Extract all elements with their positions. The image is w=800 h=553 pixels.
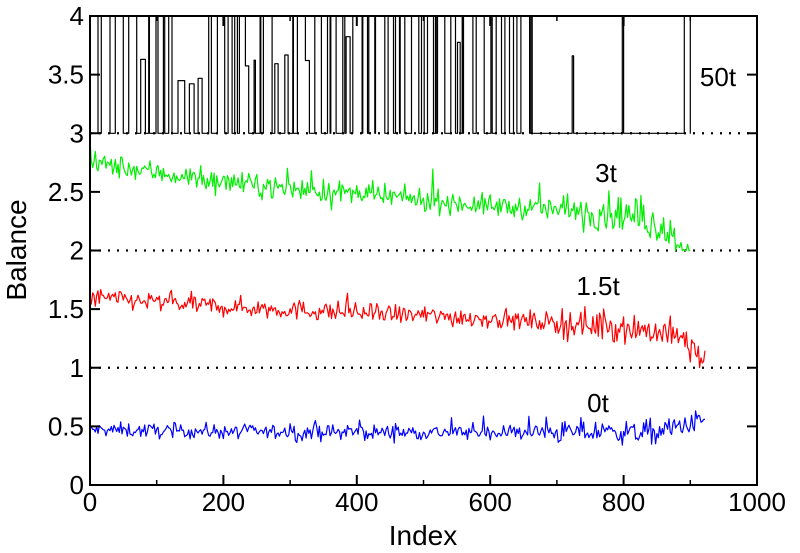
y-tick-label: 3.5 bbox=[48, 60, 84, 90]
reference-lines bbox=[90, 132, 757, 369]
y-tick-label: 0 bbox=[70, 470, 84, 500]
y-tick-label: 2.5 bbox=[48, 177, 84, 207]
series-line-1.5t bbox=[89, 289, 706, 369]
y-tick-label: 1 bbox=[70, 353, 84, 383]
series-label-1.5t: 1.5t bbox=[576, 271, 620, 301]
x-tick-label: 600 bbox=[469, 487, 512, 517]
x-tick-label: 0 bbox=[83, 487, 97, 517]
series-lines bbox=[89, 15, 706, 446]
axis-ticks: 0 200 400 600 800 1000 0 0.5 1 1.5 2 2.5 3 3.5 4 bbox=[48, 1, 786, 517]
x-axis-title: Index bbox=[389, 520, 458, 551]
y-tick-label: 3 bbox=[70, 118, 84, 148]
x-tick-label: 1000 bbox=[728, 487, 786, 517]
y-tick-label: 0.5 bbox=[48, 411, 84, 441]
x-tick-label: 400 bbox=[335, 487, 378, 517]
x-tick-label: 200 bbox=[202, 487, 245, 517]
series-line-0t bbox=[89, 410, 706, 446]
y-axis-title: Balance bbox=[1, 199, 32, 300]
series-label-50t: 50t bbox=[700, 62, 737, 92]
series-labels: 0t 1.5t 3t 50t bbox=[576, 62, 737, 418]
y-tick-label: 2 bbox=[70, 236, 84, 266]
y-tick-label: 1.5 bbox=[48, 294, 84, 324]
series-line-50t bbox=[90, 15, 691, 134]
series-line-3t bbox=[89, 139, 691, 252]
series-label-0t: 0t bbox=[587, 388, 609, 418]
series-label-3t: 3t bbox=[595, 158, 617, 188]
x-tick-label: 800 bbox=[602, 487, 645, 517]
y-tick-label: 4 bbox=[70, 1, 84, 31]
